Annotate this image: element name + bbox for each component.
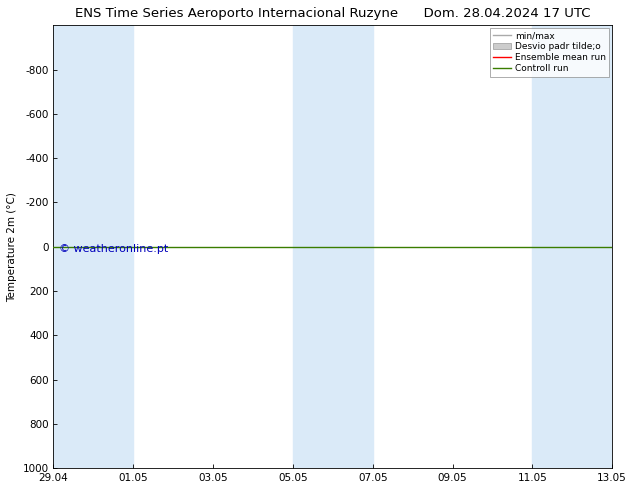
Bar [293, 25, 373, 468]
Bar [53, 25, 133, 468]
Title: ENS Time Series Aeroporto Internacional Ruzyne      Dom. 28.04.2024 17 UTC: ENS Time Series Aeroporto Internacional … [75, 7, 591, 20]
Legend: min/max, Desvio padr tilde;o, Ensemble mean run, Controll run: min/max, Desvio padr tilde;o, Ensemble m… [489, 28, 609, 76]
Bar [533, 25, 612, 468]
Text: © weatheronline.pt: © weatheronline.pt [59, 244, 168, 254]
Y-axis label: Temperature 2m (°C): Temperature 2m (°C) [7, 192, 17, 302]
